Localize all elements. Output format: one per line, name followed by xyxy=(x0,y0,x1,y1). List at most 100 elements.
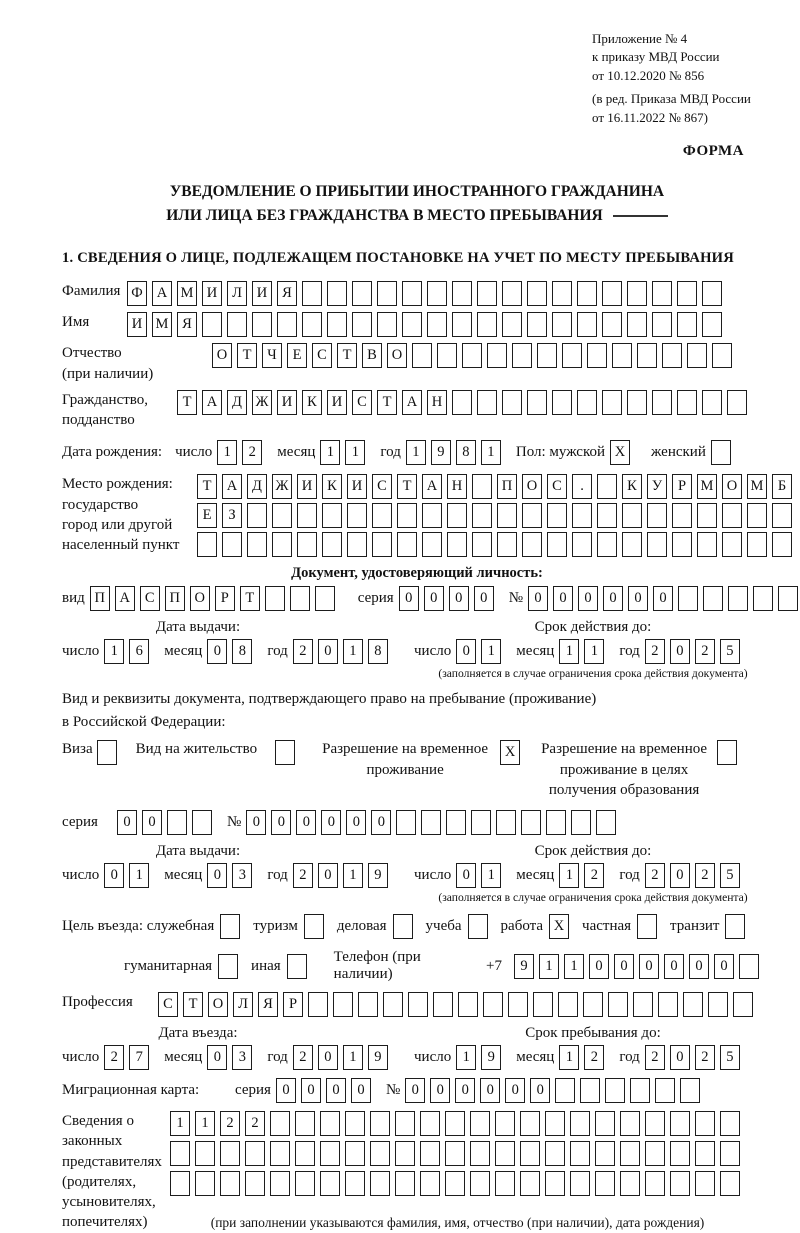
form-cell[interactable]: И xyxy=(297,474,317,500)
purpose-other-checkbox[interactable] xyxy=(286,953,312,979)
form-cell[interactable] xyxy=(358,992,378,1018)
form-cell[interactable]: 2 xyxy=(292,639,313,665)
form-cell[interactable] xyxy=(520,1171,540,1197)
form-cell[interactable] xyxy=(247,532,267,558)
form-cell[interactable] xyxy=(521,810,542,836)
form-cell[interactable]: 0 xyxy=(207,863,228,889)
form-cell[interactable]: 5 xyxy=(719,863,740,889)
form-cell[interactable] xyxy=(372,503,392,529)
form-cell[interactable] xyxy=(420,1141,440,1167)
form-cell[interactable] xyxy=(352,312,372,338)
form-cell[interactable] xyxy=(662,343,682,369)
form-cell[interactable] xyxy=(683,992,703,1018)
form-cell[interactable] xyxy=(170,1141,190,1167)
form-cell[interactable] xyxy=(652,389,672,415)
form-cell[interactable] xyxy=(652,281,672,307)
form-cell[interactable] xyxy=(545,1141,565,1167)
form-cell[interactable]: И xyxy=(202,281,222,307)
form-cell[interactable]: 0 xyxy=(530,1078,551,1104)
form-cell[interactable] xyxy=(247,503,267,529)
form-cell[interactable]: К xyxy=(622,474,642,500)
form-cell[interactable]: П xyxy=(497,474,517,500)
form-cell[interactable] xyxy=(408,992,428,1018)
form-cell[interactable] xyxy=(527,312,547,338)
form-cell[interactable] xyxy=(270,1141,290,1167)
form-cell[interactable]: Т xyxy=(337,343,357,369)
form-cell[interactable] xyxy=(602,312,622,338)
form-cell[interactable] xyxy=(527,389,547,415)
form-cell[interactable] xyxy=(778,586,798,612)
form-cell[interactable] xyxy=(627,281,647,307)
form-cell[interactable]: 0 xyxy=(275,1078,296,1104)
form-cell[interactable] xyxy=(672,503,692,529)
form-cell[interactable]: 1 xyxy=(480,440,501,466)
form-cell[interactable] xyxy=(427,281,447,307)
form-cell[interactable]: Б xyxy=(772,474,792,500)
form-cell[interactable] xyxy=(520,1111,540,1137)
form-cell[interactable] xyxy=(370,1111,390,1137)
form-cell[interactable] xyxy=(397,532,417,558)
form-cell[interactable]: 0 xyxy=(317,863,338,889)
form-cell[interactable]: 1 xyxy=(539,953,559,979)
form-cell[interactable]: Л xyxy=(227,281,247,307)
form-cell[interactable]: 0 xyxy=(480,1078,501,1104)
form-cell[interactable] xyxy=(421,810,442,836)
temp-residence-edu-checkbox[interactable] xyxy=(717,740,742,766)
form-cell[interactable] xyxy=(195,1171,215,1197)
form-cell[interactable] xyxy=(512,343,532,369)
form-cell[interactable] xyxy=(645,1141,665,1167)
form-cell[interactable] xyxy=(220,1171,240,1197)
purpose-study-checkbox[interactable] xyxy=(467,914,493,940)
form-cell[interactable] xyxy=(502,312,522,338)
form-cell[interactable] xyxy=(252,312,272,338)
form-cell[interactable] xyxy=(320,1171,340,1197)
form-cell[interactable] xyxy=(495,1111,515,1137)
form-cell[interactable] xyxy=(295,1111,315,1137)
form-cell[interactable]: 1 xyxy=(481,863,502,889)
form-cell[interactable] xyxy=(445,1171,465,1197)
form-cell[interactable] xyxy=(572,503,592,529)
form-cell[interactable] xyxy=(577,281,597,307)
form-cell[interactable]: 1 xyxy=(456,1045,477,1071)
form-cell[interactable] xyxy=(420,1111,440,1137)
form-cell[interactable]: 2 xyxy=(694,639,715,665)
form-cell[interactable] xyxy=(472,474,492,500)
form-cell[interactable]: 0 xyxy=(371,810,392,836)
form-cell[interactable] xyxy=(720,1171,740,1197)
form-cell[interactable] xyxy=(645,1171,665,1197)
form-cell[interactable] xyxy=(377,312,397,338)
form-cell[interactable] xyxy=(352,281,372,307)
form-cell[interactable]: 8 xyxy=(367,639,388,665)
form-cell[interactable]: 9 xyxy=(481,1045,502,1071)
form-cell[interactable] xyxy=(470,1141,490,1167)
form-cell[interactable] xyxy=(497,532,517,558)
form-cell[interactable] xyxy=(580,1078,601,1104)
form-cell[interactable] xyxy=(272,503,292,529)
form-cell[interactable]: 2 xyxy=(242,440,263,466)
form-cell[interactable] xyxy=(170,1171,190,1197)
form-cell[interactable] xyxy=(202,312,222,338)
form-cell[interactable] xyxy=(702,312,722,338)
form-cell[interactable]: 1 xyxy=(405,440,426,466)
form-cell[interactable]: Т xyxy=(197,474,217,500)
form-cell[interactable]: У xyxy=(647,474,667,500)
form-cell[interactable] xyxy=(270,1111,290,1137)
form-cell[interactable] xyxy=(602,389,622,415)
form-cell[interactable] xyxy=(546,810,567,836)
form-cell[interactable] xyxy=(595,1111,615,1137)
form-cell[interactable] xyxy=(739,953,759,979)
form-cell[interactable]: 0 xyxy=(321,810,342,836)
form-cell[interactable]: 2 xyxy=(694,863,715,889)
form-cell[interactable]: И xyxy=(347,474,367,500)
form-cell[interactable] xyxy=(295,1171,315,1197)
form-cell[interactable] xyxy=(722,532,742,558)
form-cell[interactable] xyxy=(627,389,647,415)
form-cell[interactable]: Т xyxy=(239,586,260,612)
form-cell[interactable]: Е xyxy=(287,343,307,369)
form-cell[interactable]: И xyxy=(252,281,272,307)
form-cell[interactable]: С xyxy=(139,586,160,612)
form-cell[interactable] xyxy=(733,992,753,1018)
form-cell[interactable] xyxy=(570,1141,590,1167)
form-cell[interactable] xyxy=(645,1111,665,1137)
form-cell[interactable]: Я xyxy=(258,992,278,1018)
